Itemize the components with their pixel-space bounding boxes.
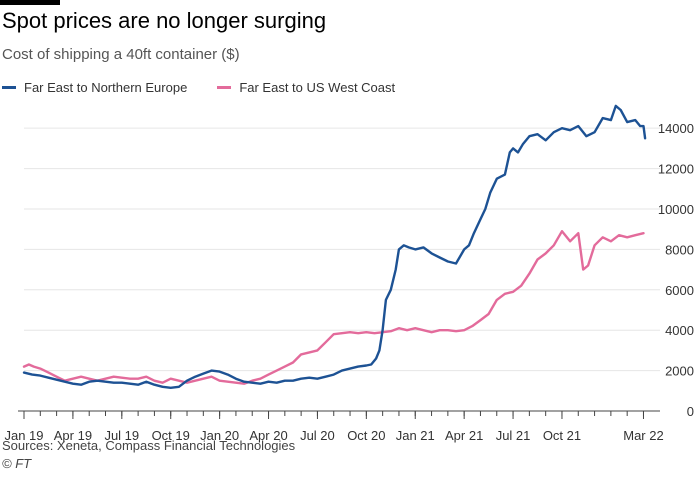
y-tick-label: 8000 <box>665 242 694 257</box>
series-layer <box>22 104 647 389</box>
x-tick-label: Apr 20 <box>249 428 287 443</box>
axis-layer: 0 2000 4000 6000 8000 10000 12000 14000 Jan 19 Ap… <box>4 121 694 443</box>
x-tick-label: Jan 20 <box>200 428 239 443</box>
x-tick-label: Oct 21 <box>543 428 581 443</box>
legend-item-us-west-coast: Far East to US West Coast <box>217 80 395 95</box>
y-tick-label: 4000 <box>665 323 694 338</box>
x-tick-label: Jul 21 <box>496 428 531 443</box>
grid-layer <box>24 127 660 372</box>
legend-label-us-west-coast: Far East to US West Coast <box>239 80 396 95</box>
chart-legend: Far East to Northern Europe Far East to … <box>2 80 425 95</box>
y-tick-label: 14000 <box>658 121 694 136</box>
x-tick-label: Oct 20 <box>347 428 385 443</box>
legend-label-northern-europe: Far East to Northern Europe <box>24 80 188 95</box>
source-note: Sources: Xeneta, Compass Financial Techn… <box>2 438 296 453</box>
chart-title: Spot prices are no longer surging <box>2 8 327 33</box>
x-tick-label: Oct 19 <box>152 428 190 443</box>
chart-subtitle: Cost of shipping a 40ft container ($) <box>2 46 240 63</box>
legend-swatch-northern-europe <box>2 86 16 89</box>
y-tick-label: 10000 <box>658 202 694 217</box>
x-tick-label: Jul 20 <box>300 428 335 443</box>
x-tick-label: Mar 22 <box>623 428 663 443</box>
x-tick-label: Jul 19 <box>104 428 139 443</box>
y-tick-label: 6000 <box>665 283 694 298</box>
x-tick-label: Apr 21 <box>445 428 483 443</box>
y-tick-label: 2000 <box>665 364 694 379</box>
series-line-northern-europe <box>22 104 647 389</box>
x-tick-label: Jan 21 <box>396 428 435 443</box>
y-tick-label: 0 <box>687 404 694 419</box>
legend-swatch-us-west-coast <box>217 86 232 89</box>
brand-bar <box>0 0 60 5</box>
y-tick-label: 12000 <box>658 162 694 177</box>
x-tick-label: Apr 19 <box>54 428 92 443</box>
x-tick-label: Jan 19 <box>4 428 43 443</box>
series-line-us-west-coast <box>22 229 645 385</box>
copyright-note: © FT <box>2 456 32 471</box>
legend-item-northern-europe: Far East to Northern Europe <box>2 80 187 95</box>
